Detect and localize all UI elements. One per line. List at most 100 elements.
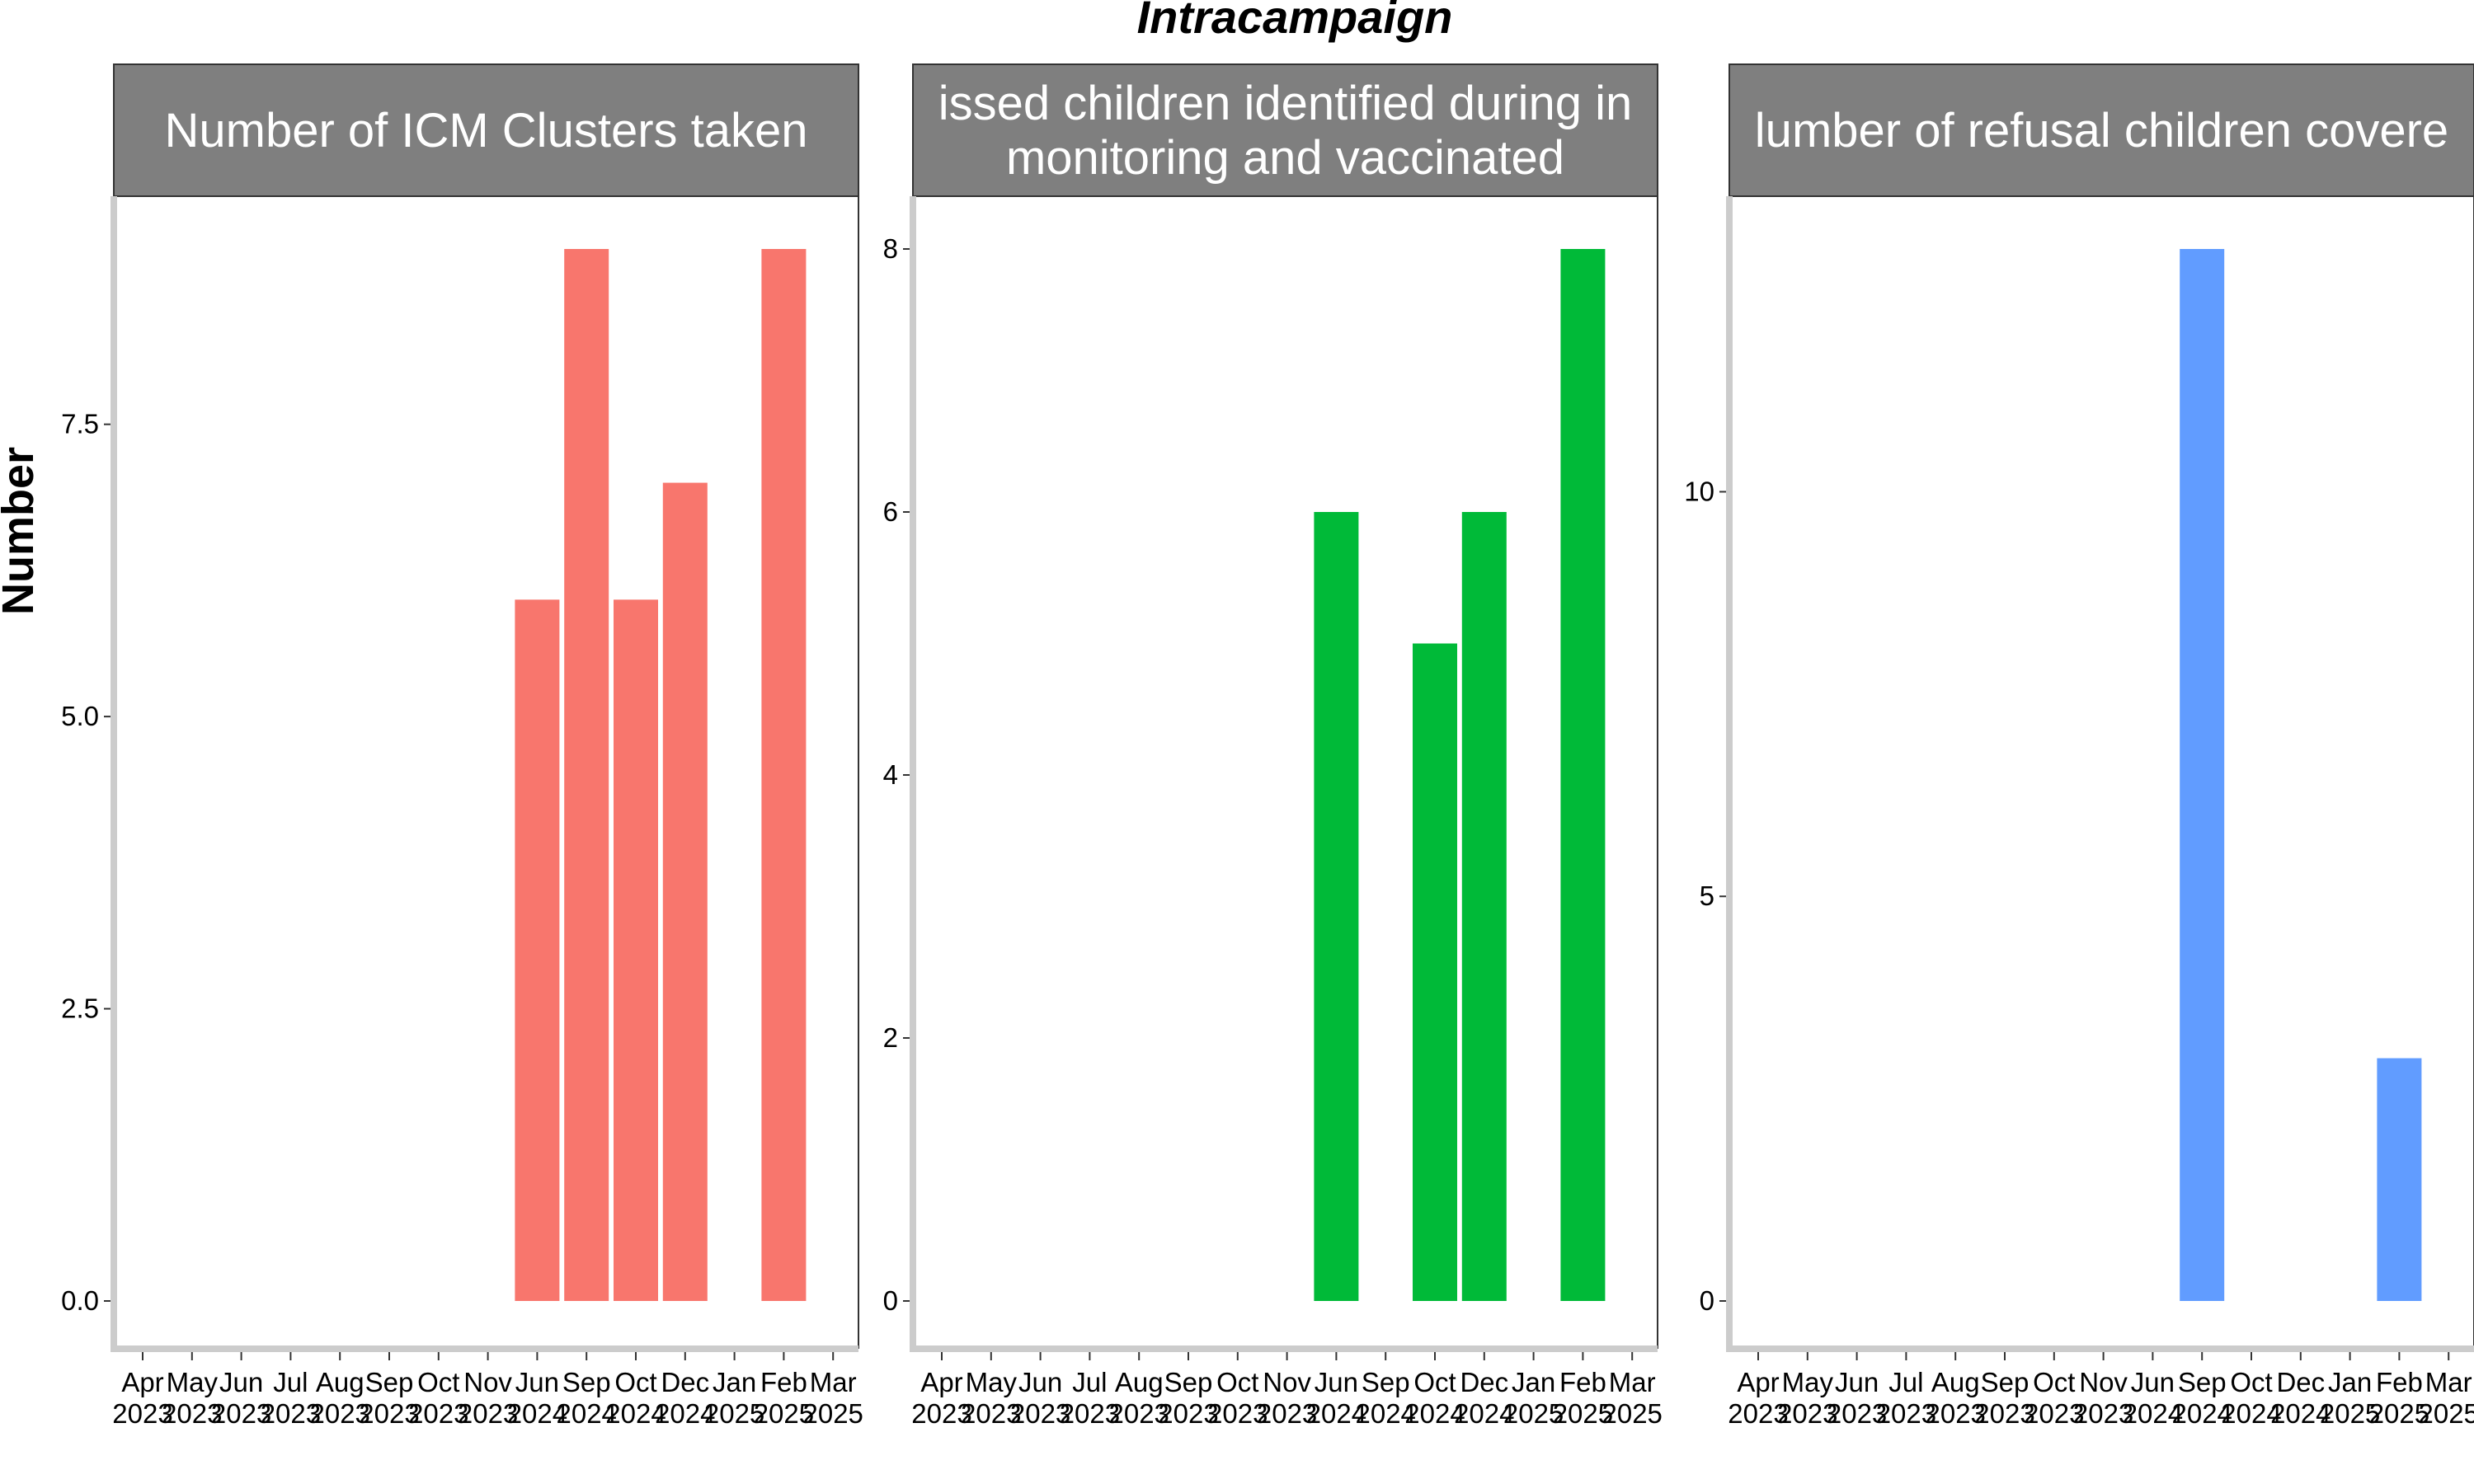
x-tick-label-month: Nov: [2079, 1367, 2128, 1397]
x-tick-label-year: 2023: [1777, 1398, 1837, 1429]
x-tick-label-month: Sep: [1981, 1367, 2030, 1397]
x-tick-label-month: Oct: [1413, 1367, 1456, 1397]
y-tick-label: 8: [883, 233, 898, 264]
x-tick-label-month: Sep: [365, 1367, 414, 1397]
x-tick-label-year: 2025: [802, 1398, 863, 1429]
x-tick-label-year: 2023: [458, 1398, 518, 1429]
bar-Jun-2024: [515, 599, 560, 1301]
x-tick-label-year: 2023: [211, 1398, 271, 1429]
x-tick-label-month: Jun: [1835, 1367, 1879, 1397]
x-tick-label-year: 2024: [1355, 1398, 1415, 1429]
x-tick-label-year: 2025: [2320, 1398, 2380, 1429]
facet-panel-2: issed children identified during inmonit…: [883, 63, 1663, 1429]
x-tick-label-month: Jan: [713, 1367, 756, 1397]
y-tick-label: 5: [1700, 881, 1714, 911]
x-tick-label-month: Nov: [463, 1367, 512, 1397]
x-tick-label-year: 2023: [408, 1398, 468, 1429]
bar-Oct-2024: [614, 599, 658, 1301]
bar-Oct-2024: [1413, 643, 1457, 1301]
x-tick-label-month: Aug: [1115, 1367, 1164, 1397]
x-tick-label-year: 2024: [1404, 1398, 1465, 1429]
x-tick-label-month: Dec: [661, 1367, 709, 1397]
x-tick-label-month: Oct: [2033, 1367, 2075, 1397]
bar-Dec-2024: [1461, 512, 1507, 1301]
y-tick-label: 6: [883, 496, 898, 527]
x-tick-label-year: 2024: [605, 1398, 666, 1429]
x-tick-label-year: 2023: [1207, 1398, 1268, 1429]
x-tick-label-month: Oct: [2230, 1367, 2272, 1397]
y-tick-label: 5.0: [61, 701, 99, 731]
x-tick-label-year: 2023: [359, 1398, 419, 1429]
bar-Sep-2024: [564, 249, 609, 1301]
y-tick-label: 2.5: [61, 993, 99, 1024]
x-tick-label-month: Sep: [1164, 1367, 1213, 1397]
x-tick-label-month: Feb: [1559, 1367, 1606, 1397]
x-tick-label-year: 2023: [162, 1398, 222, 1429]
x-tick-label-year: 2023: [1827, 1398, 1887, 1429]
y-tick-label: 4: [883, 759, 898, 790]
bar-Sep-2024: [2180, 249, 2225, 1301]
x-tick-label-year: 2023: [1925, 1398, 1985, 1429]
x-tick-label-year: 2025: [2418, 1398, 2474, 1429]
facet-strip: [912, 63, 1658, 197]
x-tick-label-month: Mar: [1609, 1367, 1656, 1397]
x-tick-label-year: 2023: [2024, 1398, 2084, 1429]
facet-strip: [113, 63, 859, 197]
x-tick-label-month: Oct: [1216, 1367, 1258, 1397]
x-tick-label-year: 2024: [507, 1398, 567, 1429]
x-tick-label-month: Jun: [515, 1367, 559, 1397]
bar-Feb-2025: [2377, 1058, 2422, 1301]
x-tick-label-month: Oct: [417, 1367, 459, 1397]
x-tick-label-month: Jul: [273, 1367, 308, 1397]
x-tick-label-year: 2023: [911, 1398, 971, 1429]
x-tick-label-year: 2024: [2171, 1398, 2232, 1429]
x-tick-label-month: Aug: [316, 1367, 365, 1397]
x-tick-label-month: Apr: [121, 1367, 163, 1397]
x-tick-label-month: Sep: [1362, 1367, 1410, 1397]
x-tick-label-month: Mar: [810, 1367, 857, 1397]
facet-strip: [1729, 63, 2474, 197]
x-tick-label-month: Sep: [2178, 1367, 2227, 1397]
x-tick-label-month: Apr: [920, 1367, 962, 1397]
x-tick-label-year: 2025: [1553, 1398, 1613, 1429]
x-tick-label-year: 2023: [261, 1398, 321, 1429]
x-tick-label-year: 2023: [1974, 1398, 2034, 1429]
bar-Jun-2024: [1314, 512, 1359, 1301]
x-tick-label-year: 2023: [1108, 1398, 1169, 1429]
x-tick-label-month: Jun: [219, 1367, 263, 1397]
x-tick-label-year: 2024: [655, 1398, 715, 1429]
y-tick-label: 2: [883, 1022, 898, 1053]
bar-Dec-2024: [662, 482, 708, 1301]
y-tick-label: 7.5: [61, 409, 99, 439]
x-tick-label-year: 2023: [1257, 1398, 1317, 1429]
facet-panel-3: lumber of refusal children covere 0 5 10 Apr…: [1684, 63, 2474, 1429]
x-tick-label-year: 2024: [1306, 1398, 1366, 1429]
y-tick-label: 10: [1684, 476, 1714, 506]
x-tick-label-month: Jul: [1888, 1367, 1923, 1397]
facet-strip-label: monitoring and vaccinated: [1006, 131, 1564, 185]
x-tick-label-year: 2025: [2369, 1398, 2429, 1429]
x-tick-label-month: May: [167, 1367, 219, 1397]
x-tick-label-year: 2023: [1876, 1398, 1936, 1429]
x-tick-label-month: May: [1782, 1367, 1834, 1397]
bar-Feb-2025: [761, 249, 807, 1301]
facet-strip-label: Number of ICM Clusters taken: [164, 104, 807, 157]
y-tick-label: 0.0: [61, 1285, 99, 1316]
y-tick-label: 0: [1700, 1285, 1714, 1316]
facet-strip-label: issed children identified during in: [938, 77, 1633, 130]
x-tick-label-year: 2024: [2270, 1398, 2331, 1429]
x-tick-label-year: 2024: [556, 1398, 616, 1429]
x-tick-label-month: Jun: [1018, 1367, 1062, 1397]
x-tick-label-year: 2024: [2221, 1398, 2281, 1429]
x-tick-label-year: 2024: [2123, 1398, 2183, 1429]
facet-panels: Number of ICM Clusters taken 0.0 2.5 5.0 7.5…: [61, 63, 2474, 1429]
x-tick-label-month: Apr: [1737, 1367, 1779, 1397]
x-tick-label-year: 2025: [704, 1398, 764, 1429]
x-tick-label-month: Jan: [1512, 1367, 1555, 1397]
x-tick-label-month: Oct: [614, 1367, 656, 1397]
x-tick-label-year: 2023: [1728, 1398, 1788, 1429]
x-tick-label-year: 2023: [112, 1398, 172, 1429]
x-tick-label-year: 2024: [1454, 1398, 1514, 1429]
facet-panel-1: Number of ICM Clusters taken 0.0 2.5 5.0 7.5…: [61, 63, 863, 1429]
